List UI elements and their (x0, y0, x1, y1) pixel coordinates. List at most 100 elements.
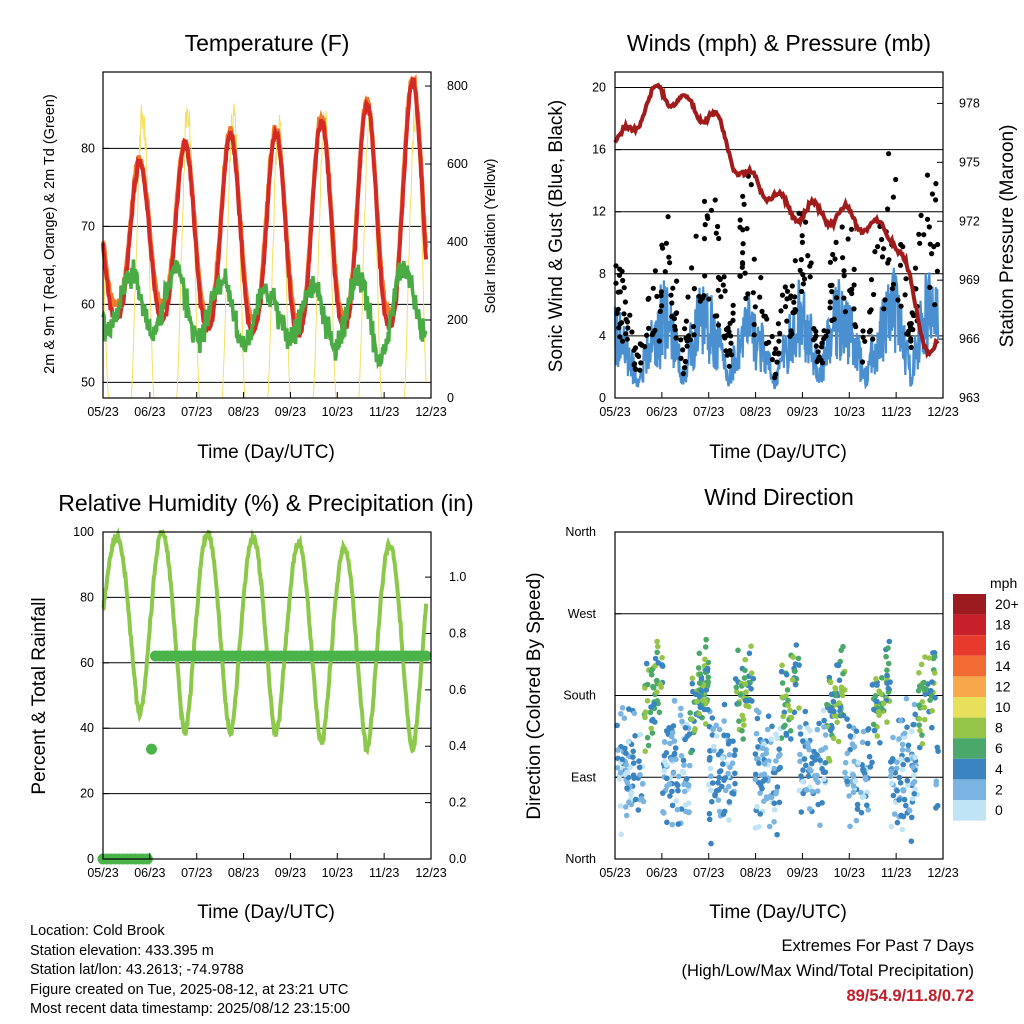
gust-point (650, 285, 656, 291)
direction-point (649, 717, 655, 724)
gust-point (721, 274, 727, 280)
direction-point (897, 717, 904, 724)
direction-point (752, 776, 759, 783)
direction-point (885, 660, 892, 667)
colorbar-swatch (953, 779, 986, 800)
direction-point (851, 743, 858, 750)
x-tick-label: 05/23 (87, 405, 118, 419)
direction-point (912, 711, 918, 718)
direction-point (675, 773, 682, 780)
plot-frame (614, 531, 944, 860)
gust-point (737, 224, 743, 230)
direction-point (778, 735, 785, 741)
gust-point (620, 277, 626, 284)
gust-point (871, 291, 877, 298)
gust-point (631, 347, 637, 353)
gust-point (745, 291, 751, 297)
direction-point (716, 808, 723, 815)
direction-point (834, 719, 840, 725)
direction-point (715, 797, 722, 803)
gust-point (841, 273, 847, 279)
direction-point (775, 753, 782, 759)
gust-point (851, 282, 857, 288)
direction-point (742, 656, 748, 663)
direction-point (702, 644, 709, 650)
direction-point (798, 773, 804, 779)
x-tick-label: 07/23 (181, 405, 212, 419)
direction-point (885, 645, 891, 651)
direction-point (797, 731, 804, 737)
colorbar-label: 16 (995, 637, 1011, 653)
y-tick-label: South (563, 689, 596, 703)
gust-point (860, 328, 866, 334)
gust-point (740, 241, 746, 247)
direction-point (852, 778, 859, 784)
gust-point (624, 319, 631, 325)
gust-point (666, 254, 672, 260)
gust-point (912, 265, 919, 271)
colorbar-swatch (953, 676, 986, 697)
direction-point (681, 762, 687, 768)
gust-point (701, 236, 708, 242)
speed-colorbar: mph 20+ 18 16 14 12 10 8 6 4 2 0 (953, 575, 1019, 821)
gust-point (631, 362, 637, 368)
direction-point (860, 728, 867, 735)
gust-point (680, 371, 686, 377)
gust-point (819, 360, 826, 366)
direction-point (906, 807, 913, 814)
direction-point (798, 809, 805, 815)
direction-point (916, 722, 922, 728)
direction-point (835, 738, 842, 745)
direction-point (871, 706, 877, 713)
info-location: Location: Cold Brook (30, 923, 165, 939)
gust-point (697, 298, 703, 304)
gust-point (829, 282, 835, 288)
gust-point (723, 348, 729, 354)
gust-point (712, 313, 718, 319)
direction-point (614, 722, 620, 729)
direction-point (710, 726, 716, 733)
direction-point (838, 690, 845, 696)
x-tick-label: 06/23 (134, 866, 165, 880)
gust-point (674, 310, 680, 316)
direction-point (736, 718, 742, 724)
direction-point (654, 638, 660, 645)
direction-point (721, 777, 727, 783)
gust-point (621, 285, 627, 291)
direction-point (905, 742, 912, 749)
gust-point (662, 269, 668, 275)
direction-point (644, 681, 651, 688)
direction-point (739, 727, 745, 734)
x-tick-label: 10/23 (322, 405, 353, 419)
direction-point (881, 700, 887, 707)
x-tick-label: 05/23 (599, 866, 630, 880)
direction-point (872, 693, 879, 699)
direction-point (888, 823, 895, 830)
direction-point (626, 799, 632, 806)
direction-point (614, 765, 621, 771)
x-tick-label: 10/23 (834, 866, 865, 880)
direction-point (743, 689, 749, 695)
direction-point (752, 771, 759, 778)
gust-point (821, 328, 827, 334)
direction-point (732, 747, 739, 753)
colorbar-swatch (953, 738, 986, 759)
direction-point (780, 713, 786, 720)
direction-point (707, 765, 714, 772)
direction-point (720, 761, 726, 767)
y-tick-label: East (571, 770, 597, 784)
direction-point (835, 662, 842, 669)
gust-point (866, 329, 873, 335)
gust-point (833, 295, 840, 301)
direction-point (831, 708, 837, 715)
gust-point (853, 324, 859, 330)
direction-point (820, 769, 827, 775)
wind-pressure-plot: 0 4 8 12 16 20 963 966 969 972 975 978 05/23 06/23 07/… (592, 71, 980, 419)
y2-tick-label: 800 (447, 79, 468, 93)
direction-point (644, 698, 651, 704)
gust-point (730, 310, 736, 316)
direction-point (681, 781, 687, 788)
gust-point (819, 340, 825, 346)
direction-point (840, 712, 847, 719)
gust-point (716, 235, 722, 242)
